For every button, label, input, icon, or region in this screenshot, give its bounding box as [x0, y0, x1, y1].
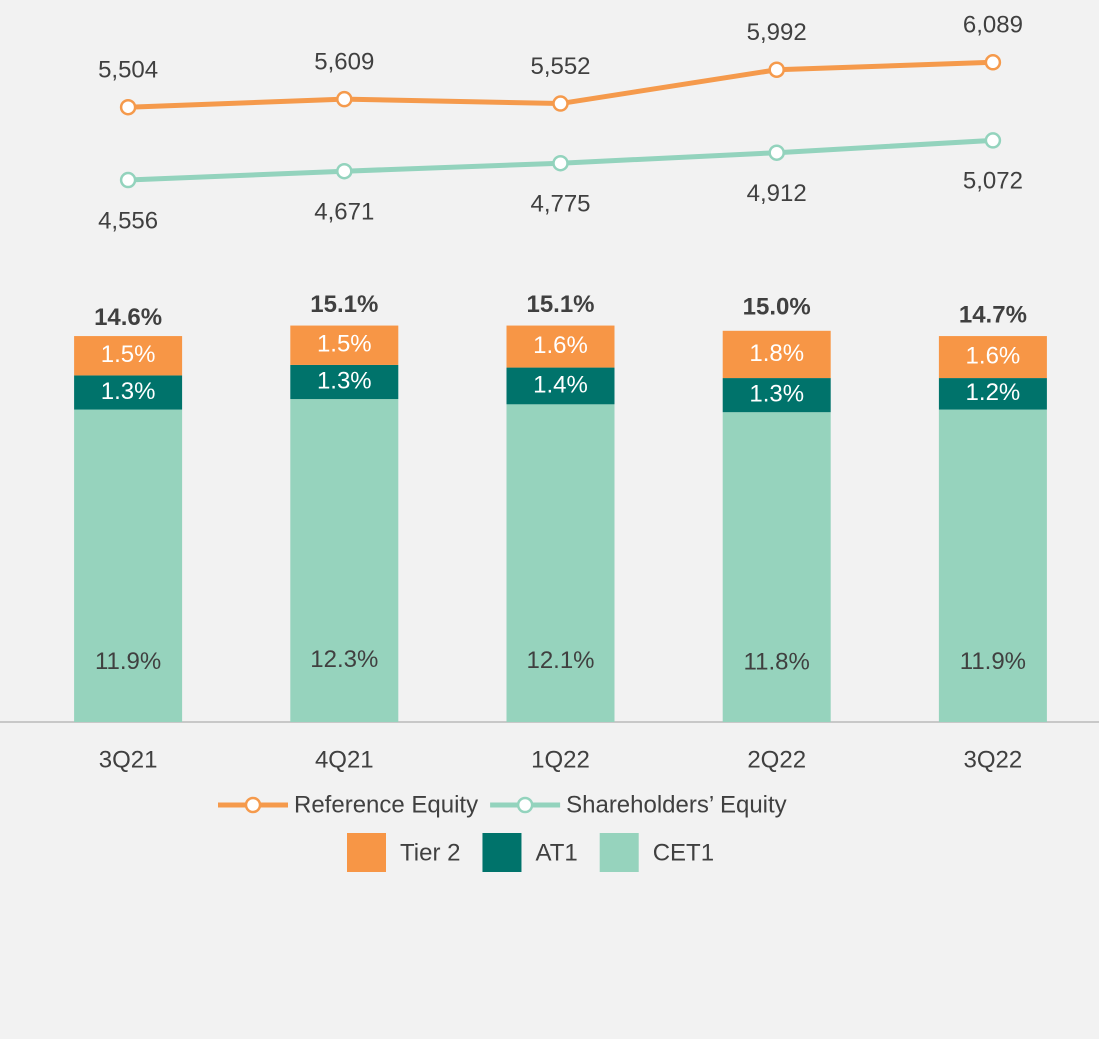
line-value-label: 6,089 — [963, 12, 1023, 39]
bar-segment — [290, 325, 399, 365]
bar-segment — [722, 378, 831, 413]
bar-segment — [506, 367, 615, 405]
legend-swatch — [347, 833, 386, 872]
line-marker — [119, 171, 137, 189]
bar-segment — [938, 409, 1047, 722]
x-tick-label: 2Q22 — [747, 746, 806, 773]
bar-value-label: 1.8% — [749, 340, 804, 367]
bar-value-label: 1.5% — [101, 341, 156, 368]
line-marker — [336, 162, 353, 180]
x-tick-label: 3Q22 — [964, 746, 1023, 773]
line-value-label: 4,912 — [747, 180, 807, 207]
bar-value-label: 12.3% — [310, 646, 378, 673]
bar-segment — [74, 336, 183, 376]
line-value-label: 5,072 — [963, 168, 1023, 195]
line-value-label: 5,992 — [747, 19, 807, 46]
bar-value-label: 1.3% — [749, 380, 804, 407]
legend-marker — [244, 796, 262, 814]
x-tick-label: 3Q21 — [99, 746, 158, 773]
bar-segment — [290, 399, 399, 722]
line-value-label: 4,775 — [530, 191, 590, 218]
bar-value-label: 1.2% — [966, 379, 1021, 406]
line-value-label: 4,671 — [314, 199, 374, 226]
line-marker — [984, 132, 1002, 149]
bar-segment — [506, 404, 615, 722]
line-marker — [119, 98, 137, 116]
line-value-label: 5,552 — [530, 53, 590, 80]
legend-label: Tier 2 — [400, 839, 460, 866]
bar-segment — [74, 409, 183, 722]
line-marker — [768, 61, 785, 78]
bar-value-label: 11.9% — [95, 648, 161, 675]
bar-segment — [938, 378, 1047, 410]
bar-value-label: 12.1% — [526, 647, 594, 674]
line-value-label: 5,504 — [98, 57, 158, 84]
line-marker — [768, 144, 785, 161]
bar-segment — [722, 412, 831, 722]
bar-value-label: 11.8% — [744, 648, 810, 675]
legend-label: Reference Equity — [294, 791, 478, 818]
total-label: 15.0% — [743, 294, 811, 321]
bar-value-label: 1.6% — [966, 342, 1021, 369]
bar-value-label: 11.9% — [960, 648, 1026, 675]
total-label: 15.1% — [310, 291, 378, 318]
legend-swatch — [599, 833, 639, 872]
bar-segment — [74, 375, 183, 410]
line-value-label: 4,556 — [98, 207, 158, 234]
line-marker — [552, 95, 569, 112]
x-tick-label: 4Q21 — [315, 746, 374, 773]
legend-marker — [516, 796, 534, 814]
legend-label: Shareholders’ Equity — [566, 791, 787, 818]
legend-swatch — [482, 833, 522, 872]
bar-value-label: 1.5% — [317, 331, 372, 358]
line-marker — [336, 90, 353, 108]
total-label: 14.6% — [94, 304, 162, 331]
bar-segment — [290, 364, 399, 400]
total-label: 14.7% — [959, 301, 1027, 328]
bar-value-label: 1.6% — [533, 332, 588, 359]
bar-value-label: 1.3% — [101, 378, 156, 405]
line-marker — [984, 54, 1002, 71]
legend-label: AT1 — [535, 839, 577, 866]
bar-segment — [722, 330, 831, 379]
bar-value-label: 1.3% — [317, 367, 372, 394]
x-tick-label: 1Q22 — [531, 746, 590, 773]
bar-value-label: 1.4% — [533, 371, 588, 398]
line-marker — [552, 154, 569, 172]
legend-label: CET1 — [653, 839, 714, 866]
total-label: 15.1% — [526, 291, 594, 318]
bar-segment — [506, 325, 615, 368]
bar-segment — [938, 336, 1047, 379]
line-value-label: 5,609 — [314, 49, 374, 76]
